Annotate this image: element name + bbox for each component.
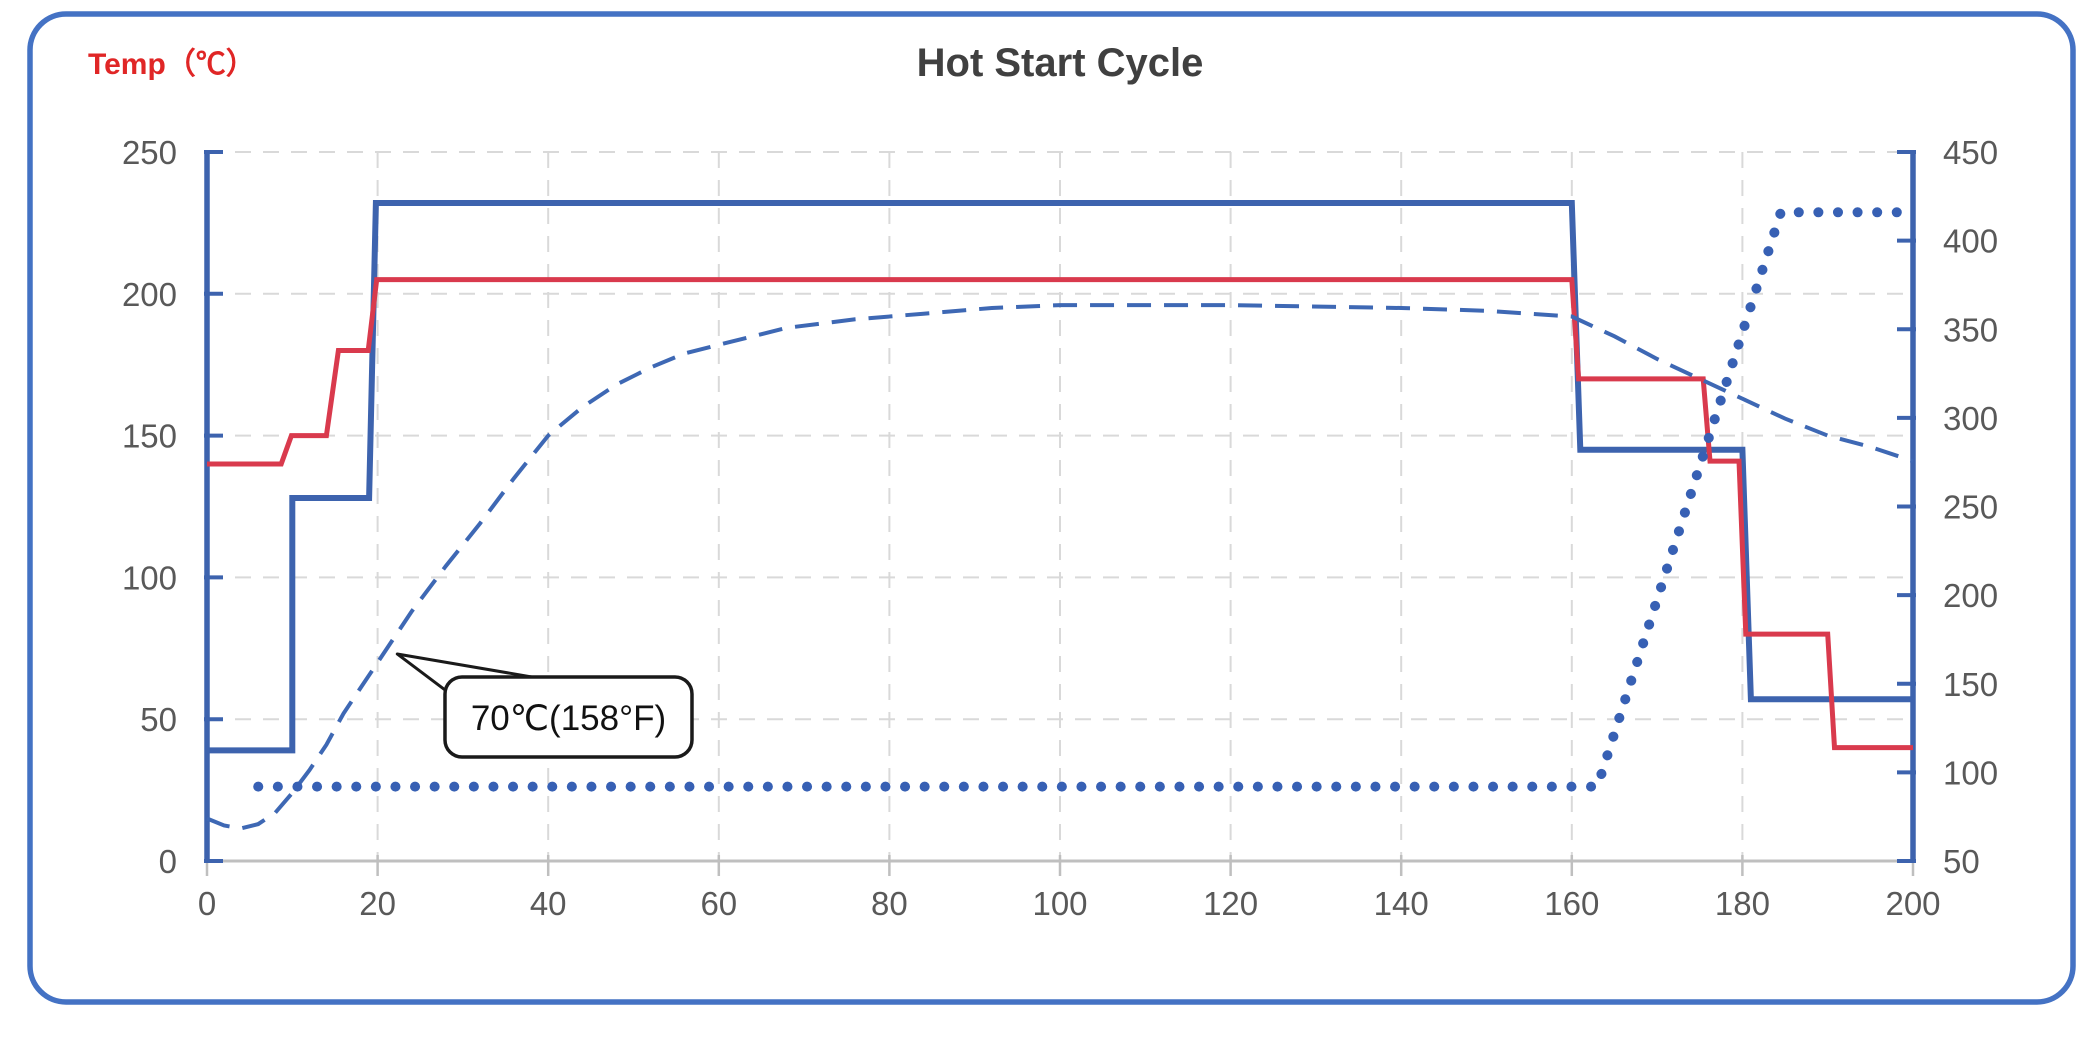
x-tick-label: 120	[1203, 885, 1258, 922]
series-lines	[206, 200, 1918, 831]
callout-text: 70℃(158°F)	[471, 699, 666, 738]
x-tick-label: 160	[1544, 885, 1599, 922]
blue-dashed-temperature-curve-line	[206, 303, 1914, 831]
y-left-tick-label: 250	[122, 134, 177, 171]
y-right-tick-label: 200	[1943, 577, 1998, 614]
x-tick-label: 100	[1032, 885, 1087, 922]
y-right-tick-label: 300	[1943, 400, 1998, 437]
y-right-tick-label: 150	[1943, 666, 1998, 703]
y-right-tick-label: 350	[1943, 311, 1998, 348]
axis-tick-labels: 0501001502002505010015020025030035040045…	[122, 134, 1998, 922]
x-tick-label: 140	[1374, 885, 1429, 922]
left-axis-title: Temp（℃）	[88, 47, 256, 81]
y-left-tick-label: 50	[140, 701, 177, 738]
x-tick-label: 0	[198, 885, 216, 922]
callout-annotation: 70℃(158°F)	[395, 652, 694, 759]
y-right-tick-label: 450	[1943, 134, 1998, 171]
y-right-tick-label: 100	[1943, 754, 1998, 791]
y-left-tick-label: 0	[159, 843, 177, 880]
axes	[204, 150, 1916, 876]
y-left-tick-label: 100	[122, 559, 177, 596]
y-left-tick-label: 150	[122, 418, 177, 455]
x-tick-label: 80	[871, 885, 908, 922]
y-right-tick-label: 400	[1943, 223, 1998, 260]
chart-title: Hot Start Cycle	[917, 41, 1204, 85]
blue-solid-step-profile-line	[207, 200, 1913, 754]
blue-dotted-step-curve-line	[253, 207, 1918, 792]
callout-box	[443, 675, 694, 759]
y-left-tick-label: 200	[122, 276, 177, 313]
figure-border	[27, 11, 2076, 1005]
red-solid-step-profile-line	[207, 277, 1913, 751]
x-tick-label: 20	[359, 885, 396, 922]
x-tick-label: 60	[700, 885, 737, 922]
y-right-tick-label: 250	[1943, 489, 1998, 526]
y-right-tick-label: 50	[1943, 843, 1980, 880]
x-tick-label: 180	[1715, 885, 1770, 922]
x-tick-label: 200	[1885, 885, 1940, 922]
x-tick-label: 40	[530, 885, 567, 922]
